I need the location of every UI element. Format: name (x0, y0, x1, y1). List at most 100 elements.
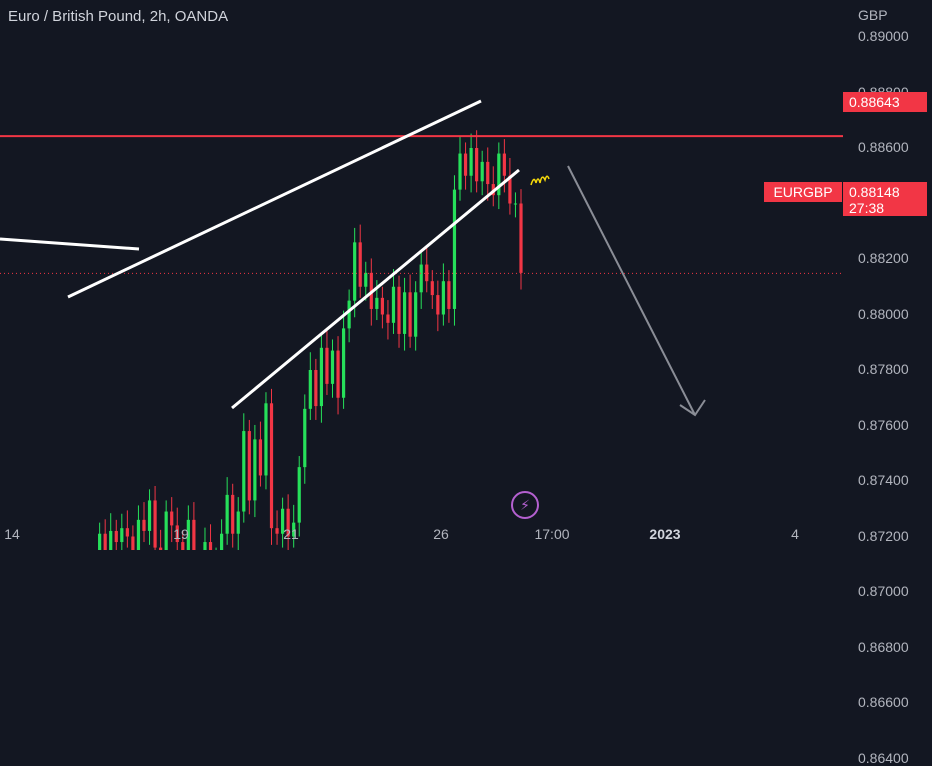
time-tick-label: 19 (173, 526, 189, 542)
candle-body (131, 536, 135, 550)
candle-body (192, 519, 196, 550)
candle-body (164, 511, 168, 550)
candle-body (425, 264, 429, 282)
price-tick-label: 0.87000 (858, 583, 909, 599)
candle-body (419, 264, 423, 293)
price-tick-label: 0.88600 (858, 139, 909, 155)
candle-body (469, 148, 473, 176)
annotations-group (0, 99, 706, 417)
time-tick-label: 2023 (649, 526, 681, 542)
time-tick-label: 14 (4, 526, 20, 542)
candle-body (314, 370, 318, 407)
candle-body (319, 347, 324, 407)
candle-body (347, 300, 351, 329)
candle-body (236, 511, 240, 534)
chart-title: Euro / British Pound, 2h, OANDA (8, 8, 229, 25)
candle-body (519, 203, 523, 273)
candle-body (292, 522, 296, 537)
price-tick-label: 0.86400 (858, 749, 909, 766)
candle-body (159, 547, 163, 550)
resistance-price-tag: 0.88643 (843, 92, 927, 112)
price-tick-label: 0.87600 (858, 416, 909, 433)
candle-body (386, 314, 390, 323)
current-price-value: 0.88148 (849, 184, 900, 200)
candle-body (181, 542, 185, 550)
candle-body (103, 533, 107, 550)
candle-body (353, 242, 357, 301)
candle-body (364, 272, 368, 287)
candle-body (414, 292, 418, 337)
candle-body (280, 508, 285, 534)
candle-body (463, 153, 468, 176)
candle-body (430, 281, 434, 296)
price-tick-label: 0.89000 (858, 28, 909, 44)
candle-body (253, 439, 257, 501)
candle-body (502, 153, 506, 176)
price-tick-label: 0.87200 (858, 527, 909, 544)
time-tick-label: 21 (283, 526, 299, 542)
candle-body (325, 347, 329, 384)
candle-body (486, 161, 490, 185)
time-tick-label: 26 (433, 526, 449, 542)
candle-body (120, 528, 124, 543)
candle-body (452, 189, 457, 309)
price-tick-label: 0.86600 (858, 694, 909, 710)
projection-arrow-head (679, 399, 706, 417)
candle-body (402, 292, 407, 334)
candle-body (258, 439, 263, 476)
candle-body (513, 203, 518, 205)
current-price-tag: 0.88148 27:38 (843, 182, 927, 216)
candle-body (225, 494, 229, 534)
handwritten-mark (530, 175, 550, 186)
candle-body (208, 542, 213, 550)
candle-body (114, 530, 118, 543)
candle-body (170, 511, 174, 526)
candle-body (441, 281, 445, 315)
time-tick-label: 4 (791, 526, 799, 542)
candle-body (264, 403, 268, 476)
price-tick-label: 0.87400 (858, 472, 909, 488)
bar-countdown: 27:38 (849, 200, 885, 216)
candle-body (297, 467, 301, 523)
currency-label: GBP (858, 7, 888, 23)
candle-body (136, 519, 141, 550)
candle-body (186, 519, 190, 550)
candle-body (341, 328, 346, 398)
price-tick-label: 0.87800 (858, 361, 909, 377)
candle-body (220, 533, 224, 550)
candle-body (275, 528, 279, 534)
candle-body (397, 286, 401, 334)
price-chart[interactable] (0, 0, 932, 550)
candle-body (497, 153, 501, 196)
candle-body (303, 408, 307, 468)
candle-body (447, 281, 451, 309)
candle-body (286, 508, 290, 537)
candle-body (330, 350, 335, 384)
candle-body (475, 148, 479, 182)
candle-body (336, 350, 340, 398)
candle-body (375, 297, 379, 309)
projection-arrow-line (567, 165, 696, 416)
candle-body (391, 286, 396, 323)
price-tick-label: 0.88200 (858, 250, 909, 266)
candle-body (153, 500, 157, 548)
candle-body (142, 519, 146, 531)
candle-body (308, 370, 312, 409)
candle-body (480, 161, 484, 182)
candle-body (458, 153, 462, 190)
candle-body (98, 533, 102, 550)
candle-body (436, 295, 440, 315)
wedge-lower-line (231, 168, 520, 410)
candle-body (109, 530, 113, 550)
wedge-upper-line (67, 99, 482, 299)
candle-body (147, 500, 152, 531)
time-tick-label: 17:00 (534, 526, 570, 542)
candles-group (98, 130, 523, 550)
candle-body (231, 494, 235, 534)
candle-body (247, 431, 251, 501)
candle-body (203, 542, 207, 550)
price-tick-label: 0.86800 (858, 638, 909, 655)
lightning-icon[interactable]: ⚡ (511, 491, 539, 519)
candle-body (408, 292, 412, 337)
candle-body (269, 403, 274, 529)
